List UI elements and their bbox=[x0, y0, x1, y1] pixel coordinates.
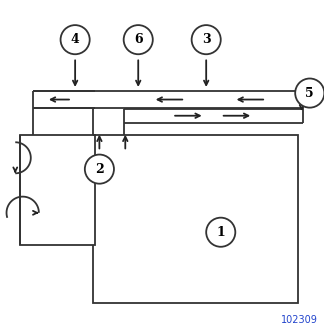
Bar bbox=[20, 135, 95, 245]
Text: 1: 1 bbox=[216, 226, 225, 239]
Text: 6: 6 bbox=[134, 33, 143, 46]
Circle shape bbox=[60, 25, 90, 54]
Circle shape bbox=[206, 218, 235, 247]
Text: 4: 4 bbox=[71, 33, 80, 46]
Circle shape bbox=[295, 78, 324, 108]
Circle shape bbox=[85, 154, 114, 184]
Text: 102309: 102309 bbox=[281, 316, 318, 325]
Text: 2: 2 bbox=[95, 162, 104, 176]
Bar bbox=[93, 135, 298, 304]
Text: 3: 3 bbox=[202, 33, 211, 46]
Text: 5: 5 bbox=[306, 86, 314, 99]
Circle shape bbox=[124, 25, 153, 54]
Circle shape bbox=[192, 25, 221, 54]
